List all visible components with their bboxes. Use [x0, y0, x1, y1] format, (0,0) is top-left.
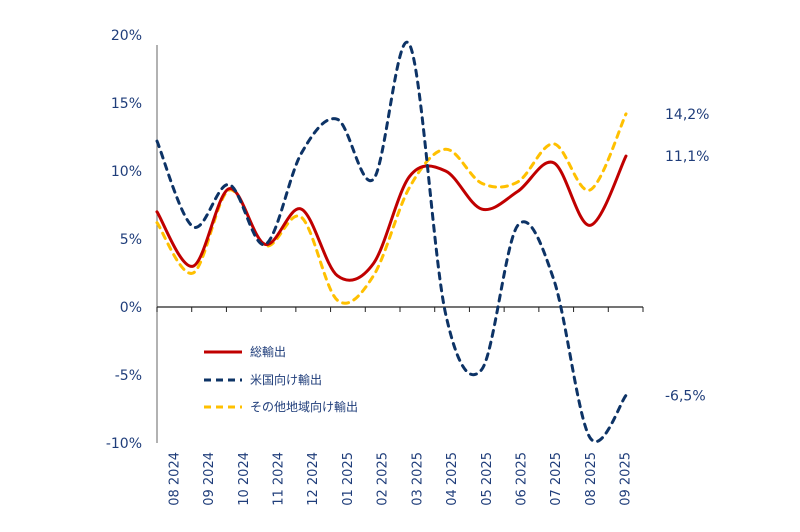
x-tick-label: 09 2025 [619, 452, 634, 506]
y-axis: 20% 15% 10% 5% 0% -5% -10% [106, 28, 158, 452]
series-group [155, 40, 628, 443]
x-tick-label: 11 2024 [272, 452, 287, 506]
legend-label: その他地域向け輸出 [250, 399, 358, 414]
y-tick-label: -10% [106, 436, 142, 452]
end-label: 11,1% [665, 149, 709, 165]
x-tick-label: 08 2025 [584, 452, 599, 506]
x-tick-label: 06 2025 [515, 452, 530, 506]
legend-label: 総輸出 [250, 344, 286, 359]
x-axis: 08 2024 09 2024 10 2024 11 2024 12 2024 01 20… [156, 306, 644, 506]
series-line-other [155, 112, 628, 305]
x-tick-label: 04 2025 [445, 452, 460, 506]
x-tick-label: 05 2025 [480, 452, 495, 506]
end-label: 14,2% [665, 107, 709, 123]
y-tick-label: 0% [120, 300, 142, 316]
end-labels: 11,1% -6,5% 14,2% [665, 107, 709, 405]
series-line-total [155, 154, 628, 282]
x-tick-label: 07 2025 [549, 452, 564, 506]
x-tick-label: 03 2025 [410, 452, 425, 506]
legend-label: 米国向け輸出 [250, 372, 322, 387]
x-tick-label: 09 2024 [202, 452, 217, 506]
y-tick-label: -5% [115, 368, 142, 384]
x-tick-label: 08 2024 [167, 452, 182, 506]
x-tick-label: 02 2025 [376, 452, 391, 506]
x-tick-label: 12 2024 [306, 452, 321, 506]
y-tick-label: 10% [111, 164, 142, 180]
y-tick-label: 20% [111, 28, 142, 44]
end-label: -6,5% [665, 388, 706, 404]
series-line-us [155, 40, 628, 443]
y-tick-label: 15% [111, 96, 142, 112]
y-tick-label: 5% [120, 232, 142, 248]
x-tick-label: 01 2025 [341, 452, 356, 506]
x-tick-label: 10 2024 [237, 452, 252, 506]
